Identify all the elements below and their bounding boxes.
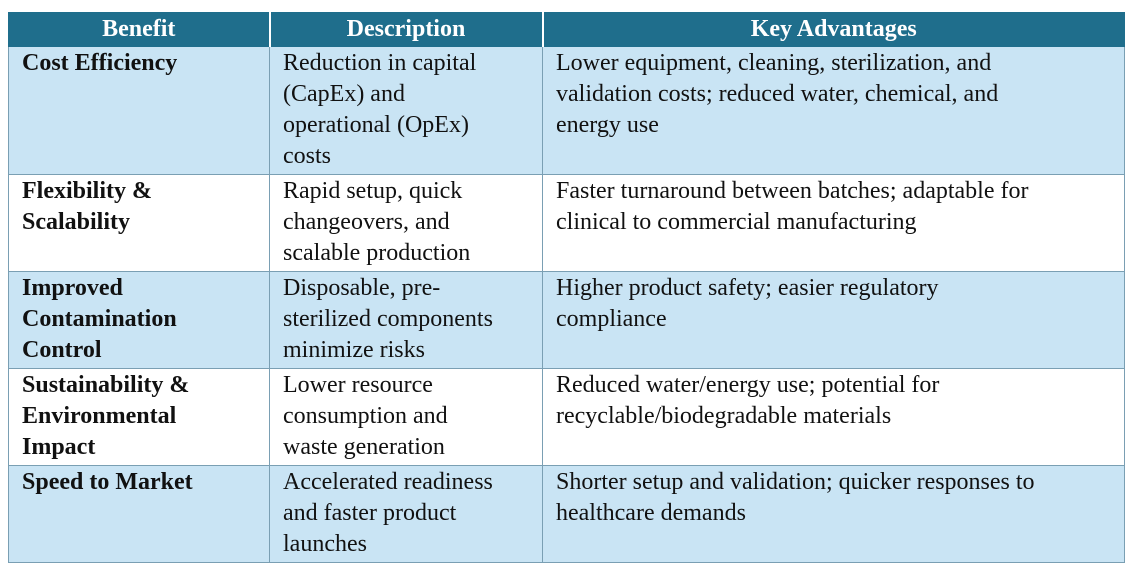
description-cell: Rapid setup, quick changeovers, and scal… bbox=[269, 174, 543, 272]
benefit-cell: Sustainability & Environmental Impact bbox=[8, 368, 270, 466]
cell-line: changeovers, and bbox=[283, 209, 450, 235]
cell-line: operational (OpEx) bbox=[283, 112, 469, 138]
cell-line: Higher product safety; easier regulatory bbox=[556, 275, 939, 301]
description-cell: Lower resource consumption and waste gen… bbox=[269, 368, 543, 466]
benefit-cell: Cost Efficiency bbox=[8, 46, 270, 175]
cell-line: launches bbox=[283, 531, 367, 557]
cell-line: costs bbox=[283, 143, 331, 169]
cell-line: Shorter setup and validation; quicker re… bbox=[556, 469, 1035, 495]
table-row: Sustainability & Environmental Impact Lo… bbox=[8, 368, 1125, 466]
benefits-table: Benefit Description Key Advantages Cost … bbox=[8, 12, 1125, 563]
header-description: Description bbox=[269, 12, 544, 47]
cell-line: Reduced water/energy use; potential for bbox=[556, 372, 940, 398]
table-row: Cost Efficiency Reduction in capital (Ca… bbox=[8, 46, 1125, 175]
cell-line: (CapEx) and bbox=[283, 81, 405, 107]
cell-line: consumption and bbox=[283, 403, 448, 429]
benefits-table-container: Benefit Description Key Advantages Cost … bbox=[8, 12, 1125, 563]
description-cell: Reduction in capital (CapEx) and operati… bbox=[269, 46, 543, 175]
cell-line: energy use bbox=[556, 112, 659, 138]
advantages-cell: Faster turnaround between batches; adapt… bbox=[542, 174, 1125, 272]
cell-line: Contamination bbox=[22, 306, 177, 332]
cell-line: Disposable, pre- bbox=[283, 275, 441, 301]
cell-line: Improved bbox=[22, 275, 123, 301]
cell-line: Faster turnaround between batches; adapt… bbox=[556, 178, 1029, 204]
cell-line: Lower equipment, cleaning, sterilization… bbox=[556, 50, 992, 76]
cell-line: sterilized components bbox=[283, 306, 493, 332]
cell-line: recyclable/biodegradable materials bbox=[556, 403, 892, 429]
cell-line: Flexibility & bbox=[22, 178, 152, 204]
cell-line: Reduction in capital bbox=[283, 50, 477, 76]
cell-line: Accelerated readiness bbox=[283, 469, 493, 495]
advantages-cell: Higher product safety; easier regulatory… bbox=[542, 271, 1125, 369]
description-cell: Accelerated readiness and faster product… bbox=[269, 465, 543, 563]
cell-line: Lower resource bbox=[283, 372, 433, 398]
cell-line: Speed to Market bbox=[22, 469, 193, 495]
header-benefit: Benefit bbox=[8, 12, 271, 47]
table-header-row: Benefit Description Key Advantages bbox=[8, 12, 1125, 47]
advantages-cell: Reduced water/energy use; potential for … bbox=[542, 368, 1125, 466]
benefit-cell: Flexibility & Scalability bbox=[8, 174, 270, 272]
table-row: Speed to Market Accelerated readiness an… bbox=[8, 465, 1125, 563]
benefit-cell: Speed to Market bbox=[8, 465, 270, 563]
cell-line: Control bbox=[22, 337, 102, 363]
table-row: Flexibility & Scalability Rapid setup, q… bbox=[8, 174, 1125, 272]
cell-line: clinical to commercial manufacturing bbox=[556, 209, 917, 235]
advantages-cell: Shorter setup and validation; quicker re… bbox=[542, 465, 1125, 563]
cell-line: Cost Efficiency bbox=[22, 50, 178, 76]
advantages-cell: Lower equipment, cleaning, sterilization… bbox=[542, 46, 1125, 175]
cell-line: minimize risks bbox=[283, 337, 425, 363]
cell-line: Scalability bbox=[22, 209, 131, 235]
cell-line: healthcare demands bbox=[556, 500, 746, 526]
cell-line: compliance bbox=[556, 306, 667, 332]
cell-line: Sustainability & bbox=[22, 372, 190, 398]
cell-line: validation costs; reduced water, chemica… bbox=[556, 81, 999, 107]
cell-line: Rapid setup, quick bbox=[283, 178, 463, 204]
header-key-advantages: Key Advantages bbox=[542, 12, 1125, 47]
description-cell: Disposable, pre- sterilized components m… bbox=[269, 271, 543, 369]
cell-line: Environmental bbox=[22, 403, 177, 429]
cell-line: scalable production bbox=[283, 240, 471, 266]
cell-line: waste generation bbox=[283, 434, 445, 460]
cell-line: Impact bbox=[22, 434, 96, 460]
benefit-cell: Improved Contamination Control bbox=[8, 271, 270, 369]
table-row: Improved Contamination Control Disposabl… bbox=[8, 271, 1125, 369]
cell-line: and faster product bbox=[283, 500, 457, 526]
